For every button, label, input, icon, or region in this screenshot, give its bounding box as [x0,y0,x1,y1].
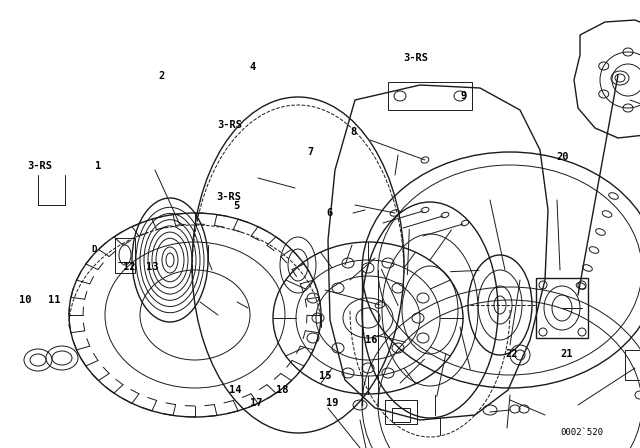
Text: 12: 12 [123,262,136,271]
Text: 11: 11 [48,295,61,305]
Bar [385,400,417,424]
Text: 3-RS: 3-RS [218,121,243,130]
Text: 16: 16 [365,336,378,345]
Text: 3-RS: 3-RS [403,53,428,63]
Text: 17: 17 [250,398,262,408]
Bar [536,278,588,338]
Text: 2: 2 [159,71,165,81]
Text: 18: 18 [276,385,289,395]
Text: 19: 19 [326,398,339,408]
Text: 10: 10 [19,295,32,305]
Text: 7: 7 [307,147,314,157]
Text: 8: 8 [351,127,357,137]
Text: 21: 21 [560,349,573,359]
Text: 0002`520: 0002`520 [560,427,603,436]
Text: 22: 22 [506,349,518,359]
Text: 15: 15 [319,371,332,381]
Text: 5: 5 [234,201,240,211]
Text: 6: 6 [326,208,333,218]
Text: 13: 13 [146,262,159,271]
Text: D: D [91,246,96,254]
Text: 3-RS: 3-RS [216,192,241,202]
Text: 1: 1 [95,161,101,171]
Text: 14: 14 [229,385,242,395]
Bar [388,82,472,110]
Text: 4: 4 [250,62,256,72]
Text: 20: 20 [557,152,570,162]
Bar [392,408,410,422]
Bar [625,350,640,380]
Bar [115,238,135,273]
Text: 3-RS: 3-RS [28,161,52,171]
Text: 9: 9 [461,91,467,101]
